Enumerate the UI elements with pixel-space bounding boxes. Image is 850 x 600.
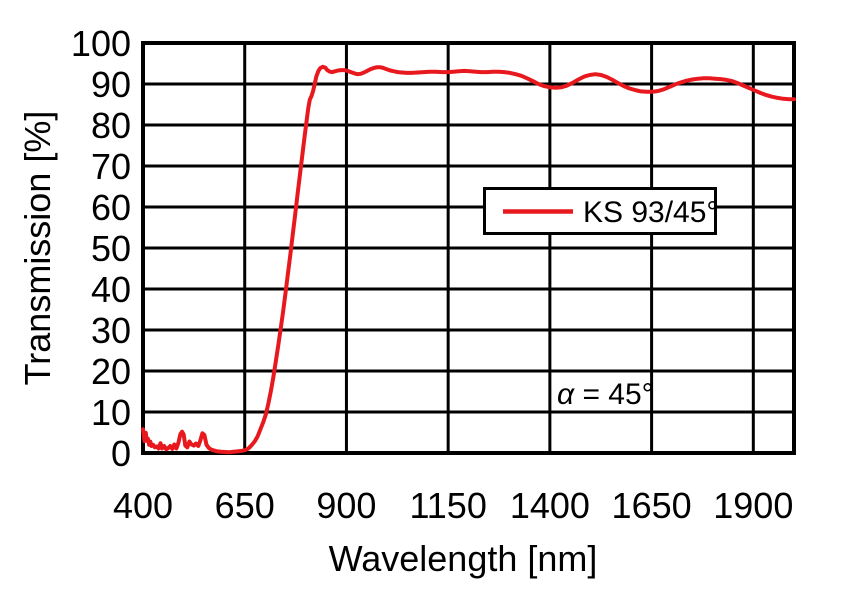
alpha-equation: = 45° — [574, 378, 654, 411]
y-tick-label: 50 — [91, 228, 131, 269]
x-axis-title: Wavelength [nm] — [329, 538, 598, 579]
alpha-symbol: α — [557, 378, 575, 411]
alpha-annotation: α = 45° — [557, 378, 654, 411]
grid-lines — [141, 41, 796, 455]
x-tick-label: 1900 — [713, 485, 793, 526]
y-tick-label: 20 — [91, 351, 131, 392]
y-tick-label: 100 — [71, 23, 131, 64]
y-tick-label: 60 — [91, 187, 131, 228]
y-tick-label: 40 — [91, 269, 131, 310]
y-tick-label: 10 — [91, 392, 131, 433]
x-tick-label: 1150 — [409, 485, 486, 526]
x-tick-label: 900 — [316, 485, 376, 526]
legend: KS 93/45° — [483, 187, 718, 235]
x-tick-label: 650 — [215, 485, 275, 526]
legend-label: KS 93/45° — [583, 196, 718, 229]
y-tick-label: 70 — [91, 146, 131, 187]
x-tick-label: 400 — [113, 485, 173, 526]
transmission-curve — [141, 64, 796, 455]
y-tick-label: 90 — [91, 64, 131, 105]
x-tick-label: 1400 — [510, 485, 590, 526]
y-tick-label: 30 — [91, 310, 131, 351]
plot-border — [141, 41, 796, 455]
y-tick-label: 80 — [91, 105, 131, 146]
tick-labels: 400 650 900 1150 1400 1650 1900 010203040506070… — [71, 23, 793, 526]
y-tick-label: 0 — [111, 433, 131, 474]
curve-layer — [141, 64, 796, 455]
y-axis-title: Transmission [%] — [17, 111, 58, 386]
x-tick-label: 1650 — [612, 485, 692, 526]
